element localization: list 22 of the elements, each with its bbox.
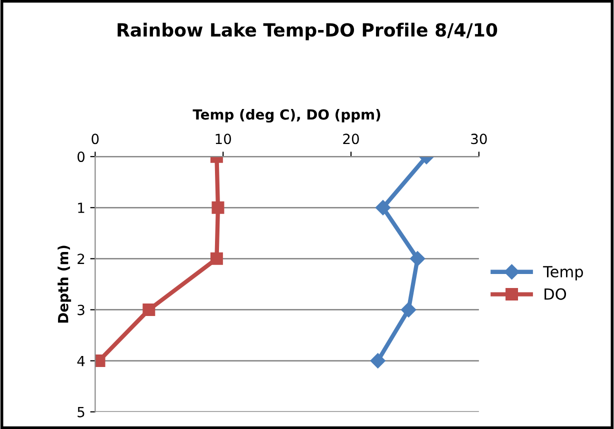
chart-title: Rainbow Lake Temp-DO Profile 8/4/10 [118,22,498,40]
point [212,201,224,214]
point [375,200,391,216]
point [370,353,386,368]
y-tick-label: 3 [78,304,84,316]
x-axis-title: Temp (deg C), DO (ppm) [192,108,380,123]
x-tick-label: 10 [216,134,231,144]
y-tick-label: 1 [78,202,84,213]
x-tick-label: 20 [343,134,359,144]
x-tick-label: 30 [471,134,487,144]
point [410,251,426,266]
point [400,302,416,318]
y-axis-title: Depth (m) [58,246,72,323]
legend-label: DO [544,288,566,300]
x-tick-label: 0 [92,134,99,144]
point [210,252,223,265]
y-tick-label: 2 [78,254,84,264]
point [142,303,156,316]
y-tick-label: 4 [77,356,85,366]
y-tick-label: 0 [78,152,85,162]
y-tick-label: 5 [78,406,84,418]
legend-label: Temp [543,266,583,280]
